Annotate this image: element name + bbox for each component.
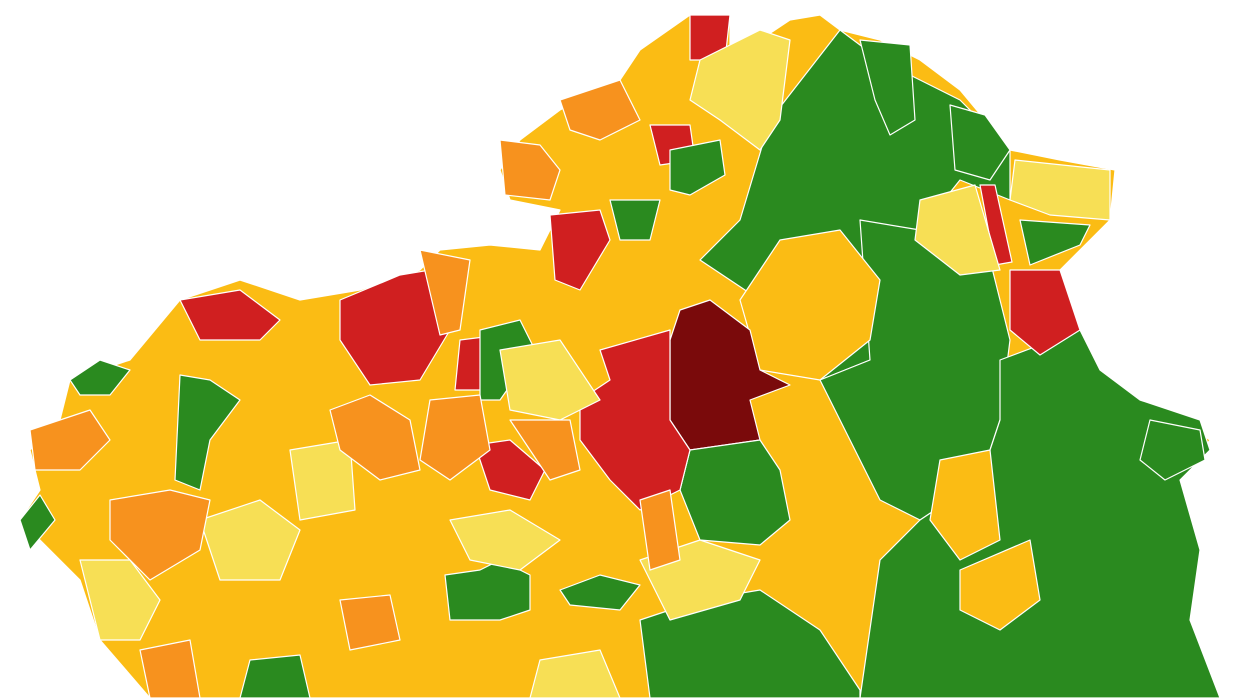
region [639,489,681,571]
region [79,559,161,641]
region [914,184,1001,276]
region [199,499,301,581]
land [19,14,1221,698]
region [29,409,111,471]
region [1139,419,1206,481]
region [669,139,726,196]
region [859,39,916,136]
region [739,229,881,381]
region [509,419,581,481]
region [109,489,211,581]
region [339,594,401,651]
region [1019,219,1091,266]
region [499,339,601,421]
region [69,359,131,396]
region [329,394,421,481]
region [689,29,791,151]
region [174,374,241,491]
region [289,439,356,521]
region [549,209,611,291]
region [179,289,281,341]
region [609,199,661,241]
region [1009,159,1111,221]
region [959,539,1041,631]
region [679,439,791,546]
region [139,639,201,698]
region [449,509,561,571]
region [444,559,531,621]
region [559,79,641,141]
region [239,654,311,698]
region [19,494,56,551]
region [499,139,561,201]
region [1009,269,1081,356]
region [929,449,1001,561]
region [419,394,491,481]
region [474,439,546,501]
region [559,574,641,611]
region [339,269,451,386]
region [419,249,471,336]
region [529,649,621,698]
region [949,104,1011,181]
